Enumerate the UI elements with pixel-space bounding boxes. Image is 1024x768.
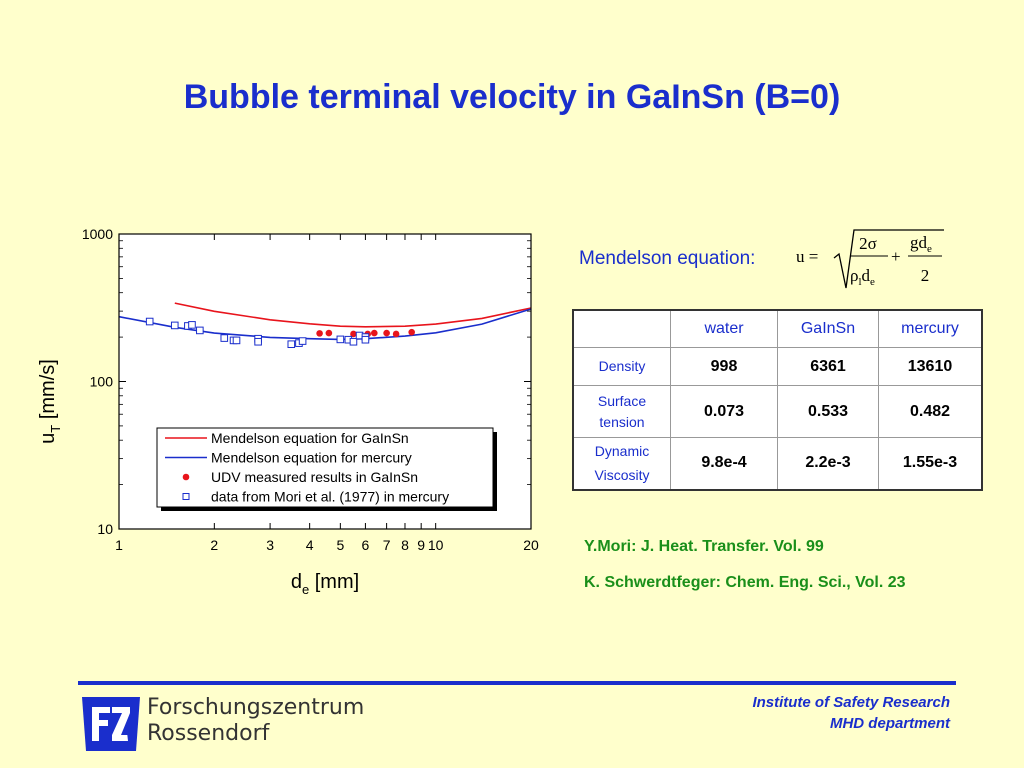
row-header-dynamic-viscosity: Dynamic Viscosity <box>572 437 671 490</box>
reference-mori: Y.Mori: J. Heat. Transfer. Vol. 99 <box>584 538 824 555</box>
formula-lhs: u = <box>796 247 818 266</box>
table-cell: 1.55e-3 <box>878 437 983 490</box>
data-point-mori <box>298 337 307 345</box>
y-tick-label: 1000 <box>82 226 113 242</box>
legend-entry: data from Mori et al. (1977) in mercury <box>211 489 449 505</box>
formula-num1: 2σ <box>859 234 877 253</box>
y-tick-label: 100 <box>90 374 114 390</box>
x-tick-label: 4 <box>306 537 314 553</box>
table-row: Dynamic Viscosity 9.8e-4 2.2e-3 1.55e-3 <box>572 437 983 490</box>
formula-num2: gde <box>910 233 932 255</box>
data-point-udv <box>350 330 357 338</box>
data-point-udv <box>392 330 400 338</box>
reference-schwerdtfeger: K. Schwerdtfeger: Chem. Eng. Sci., Vol. … <box>584 574 906 591</box>
table-cell: 2.2e-3 <box>777 437 879 490</box>
x-tick-label: 1 <box>115 537 123 553</box>
table-cell: 0.073 <box>670 385 778 438</box>
x-axis-label: de [mm] <box>291 571 359 597</box>
org-name-line2: Rossendorf <box>147 721 270 746</box>
x-tick-label: 2 <box>210 537 218 553</box>
data-point-mori <box>254 337 262 346</box>
data-point-udv <box>316 330 323 337</box>
table-corner-cell <box>572 309 671 348</box>
row-header-density: Density <box>572 347 671 386</box>
table-row: Surface tension 0.073 0.533 0.482 <box>572 385 983 438</box>
legend-swatch <box>182 493 190 500</box>
table-row: Density 998 6361 13610 <box>572 347 983 386</box>
department-name: MHD department <box>829 715 950 732</box>
table-cell: 0.533 <box>777 385 879 438</box>
formula-den2: 2 <box>921 266 930 285</box>
column-header-gainsn: GaInSn <box>777 309 879 348</box>
data-point-mori <box>196 326 204 335</box>
table-cell: 13610 <box>878 347 983 386</box>
legend-entry: Mendelson equation for mercury <box>211 450 412 466</box>
x-tick-label: 5 <box>336 537 344 553</box>
x-tick-label: 20 <box>523 537 539 553</box>
legend-entry: UDV measured results in GaInSn <box>211 469 418 485</box>
y-axis-label: uT [mm/s] <box>37 359 63 444</box>
x-tick-label: 8 <box>401 537 409 553</box>
series-line-0 <box>174 302 532 328</box>
column-header-water: water <box>670 309 778 348</box>
x-tick-label: 9 <box>417 537 425 553</box>
svg-text:FZR: FZR <box>110 732 112 734</box>
formula-den1: ρlde <box>850 266 875 288</box>
table-cell: 9.8e-4 <box>670 437 778 490</box>
data-point-mori <box>220 334 229 342</box>
data-point-udv <box>325 329 333 337</box>
mendelson-formula: u = 2σ ρlde + gde 2 <box>796 229 944 289</box>
legend-entry: Mendelson equation for GaInSn <box>211 430 409 446</box>
data-point-mori <box>232 336 241 345</box>
x-tick-label: 10 <box>428 537 444 553</box>
table-cell: 0.482 <box>878 385 983 438</box>
table-cell: 998 <box>670 347 778 386</box>
data-point-mori <box>349 337 358 346</box>
sqrt-sign <box>833 229 944 289</box>
table-header-row: water GaInSn mercury <box>572 309 983 348</box>
column-header-mercury: mercury <box>878 309 983 348</box>
formula-plus: + <box>891 247 901 266</box>
properties-table: water GaInSn mercury Density 998 6361 13… <box>572 309 983 491</box>
fzr-logo: FZR <box>82 697 140 751</box>
x-tick-label: 3 <box>266 537 274 553</box>
legend-swatch <box>182 473 190 481</box>
institute-name: Institute of Safety Research <box>752 694 950 711</box>
x-tick-label: 6 <box>362 537 370 553</box>
slide-title: Bubble terminal velocity in GaInSn (B=0) <box>183 78 841 116</box>
data-point-udv <box>383 329 390 337</box>
data-point-mori <box>145 317 154 326</box>
legend-box <box>156 427 494 508</box>
data-point-mori <box>170 321 179 330</box>
org-name-line1: Forschungszentrum <box>147 695 365 720</box>
data-point-mori <box>287 340 296 349</box>
data-point-udv <box>370 329 378 337</box>
y-tick-label: 10 <box>97 521 113 537</box>
data-point-mori <box>361 335 370 344</box>
data-point-udv <box>408 328 415 336</box>
row-header-surface-tension: Surface tension <box>572 385 671 438</box>
data-point-mori <box>336 335 345 344</box>
x-tick-label: 7 <box>383 537 391 553</box>
data-point-mori <box>188 321 196 329</box>
equation-label: Mendelson equation: <box>579 248 756 269</box>
table-cell: 6361 <box>777 347 879 386</box>
footer-divider <box>78 681 956 685</box>
